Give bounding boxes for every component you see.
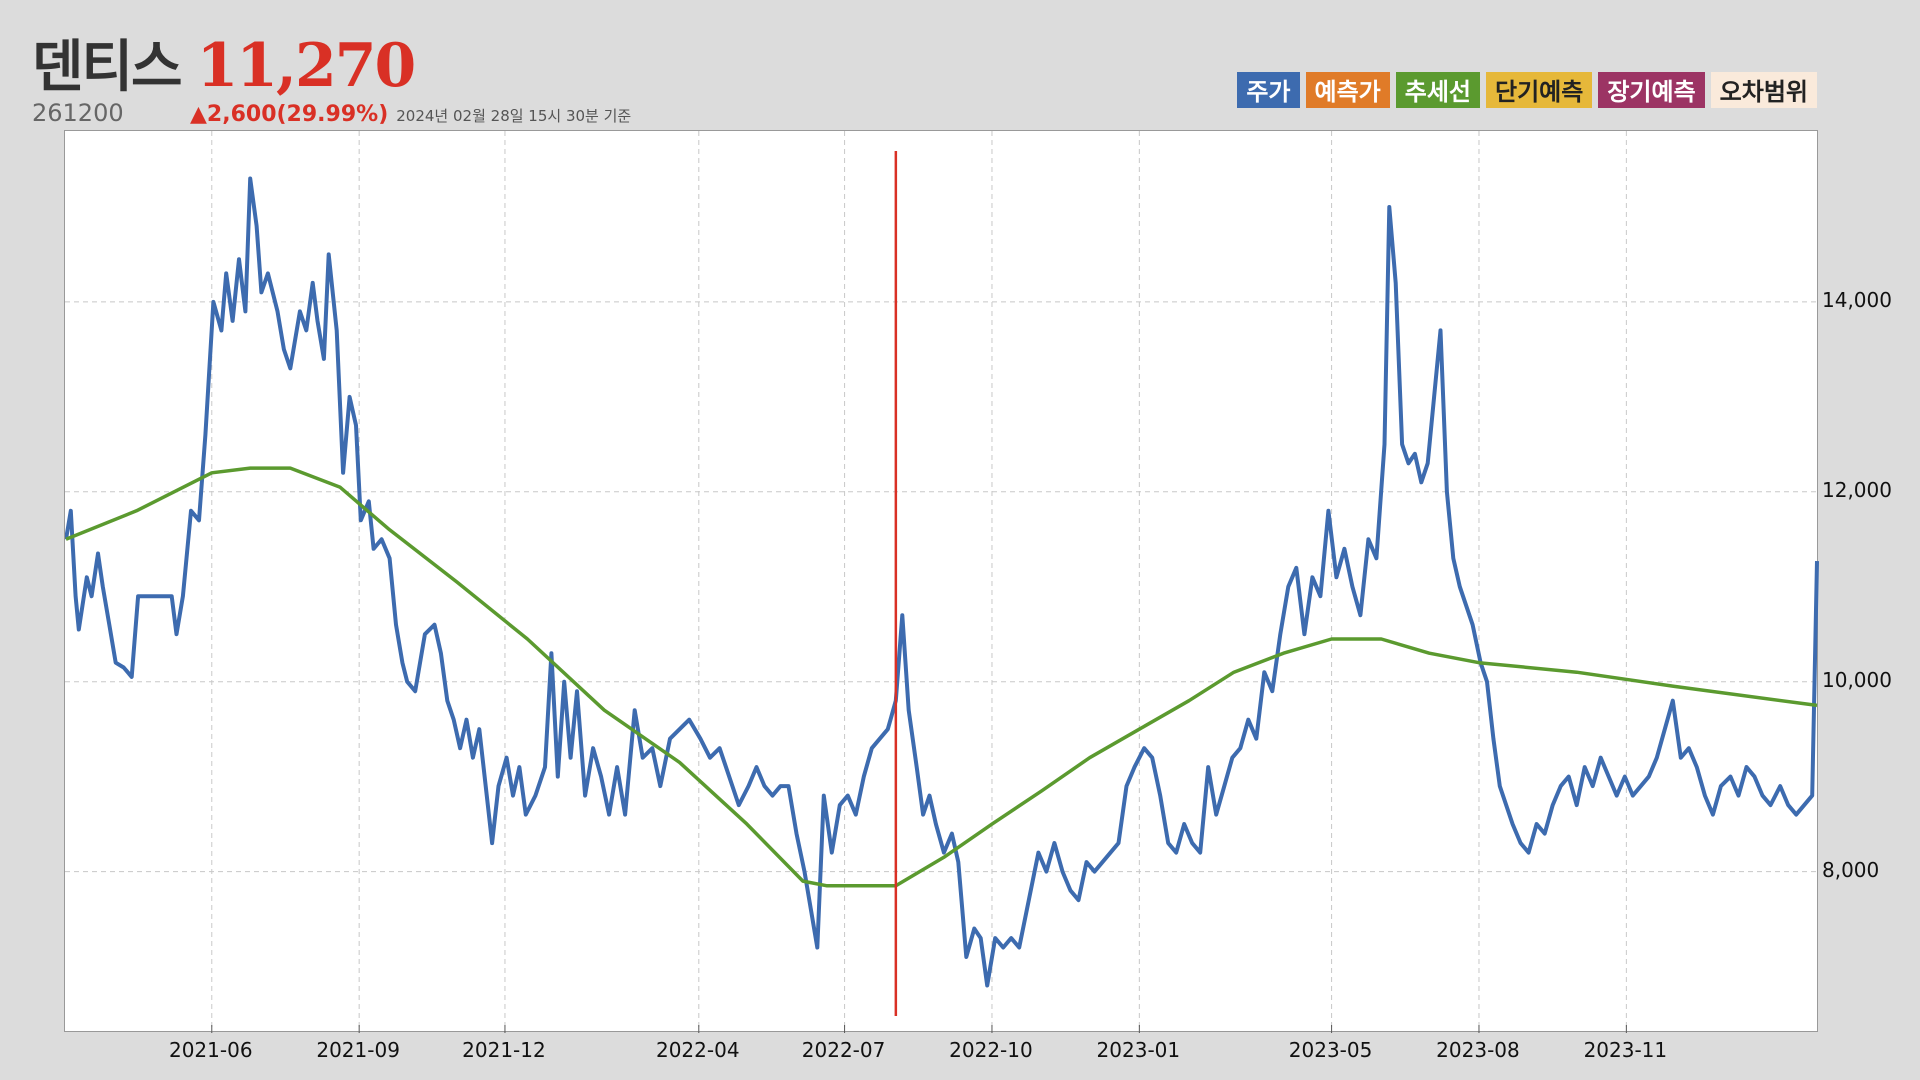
legend-item-error-range[interactable]: 오차범위 xyxy=(1710,72,1817,108)
trend-line xyxy=(65,466,1818,888)
timestamp-basis: 2024년 02월 28일 15시 30분 기준 xyxy=(396,107,632,125)
legend-item-price[interactable]: 주가 xyxy=(1237,72,1300,108)
x-tick-label: 2022-10 xyxy=(949,1038,1033,1062)
legend-item-short-term[interactable]: 단기예측 xyxy=(1486,72,1593,108)
stock-code: 261200 xyxy=(32,99,124,127)
current-price: 11,270 xyxy=(196,31,417,101)
stock-header: 덴티스 11,270 261200 ▲2,600(29.99%) 2024년 0… xyxy=(32,22,631,127)
legend-item-long-term[interactable]: 장기예측 xyxy=(1598,72,1705,108)
x-tick-label: 2023-01 xyxy=(1096,1038,1181,1062)
x-tick-label: 2021-09 xyxy=(316,1038,400,1062)
legend-item-forecast[interactable]: 예측가 xyxy=(1305,72,1390,108)
chart-legend: 주가 예측가 추세선 단기예측 장기예측 오차범위 xyxy=(1237,72,1817,108)
price-line xyxy=(65,176,1819,988)
stock-name: 덴티스 xyxy=(32,35,183,100)
x-tick-label: 2021-12 xyxy=(462,1038,546,1062)
price-chart xyxy=(65,131,1819,1033)
x-tick-label: 2023-05 xyxy=(1288,1038,1373,1062)
x-tick-label: 2022-04 xyxy=(655,1038,740,1062)
price-change: ▲2,600(29.99%) xyxy=(190,102,389,127)
x-tick-label: 2021-06 xyxy=(168,1038,253,1062)
x-tick-label: 2023-11 xyxy=(1583,1038,1668,1062)
plot-area xyxy=(64,130,1819,1033)
x-tick-label: 2023-08 xyxy=(1436,1038,1520,1062)
y-tick-label: 12,000 xyxy=(1822,477,1892,502)
y-tick-label: 14,000 xyxy=(1822,287,1892,312)
y-tick-label: 10,000 xyxy=(1822,667,1892,692)
legend-item-trendline[interactable]: 추세선 xyxy=(1395,72,1481,108)
y-tick-label: 8,000 xyxy=(1822,857,1880,882)
x-tick-label: 2022-07 xyxy=(801,1038,886,1062)
